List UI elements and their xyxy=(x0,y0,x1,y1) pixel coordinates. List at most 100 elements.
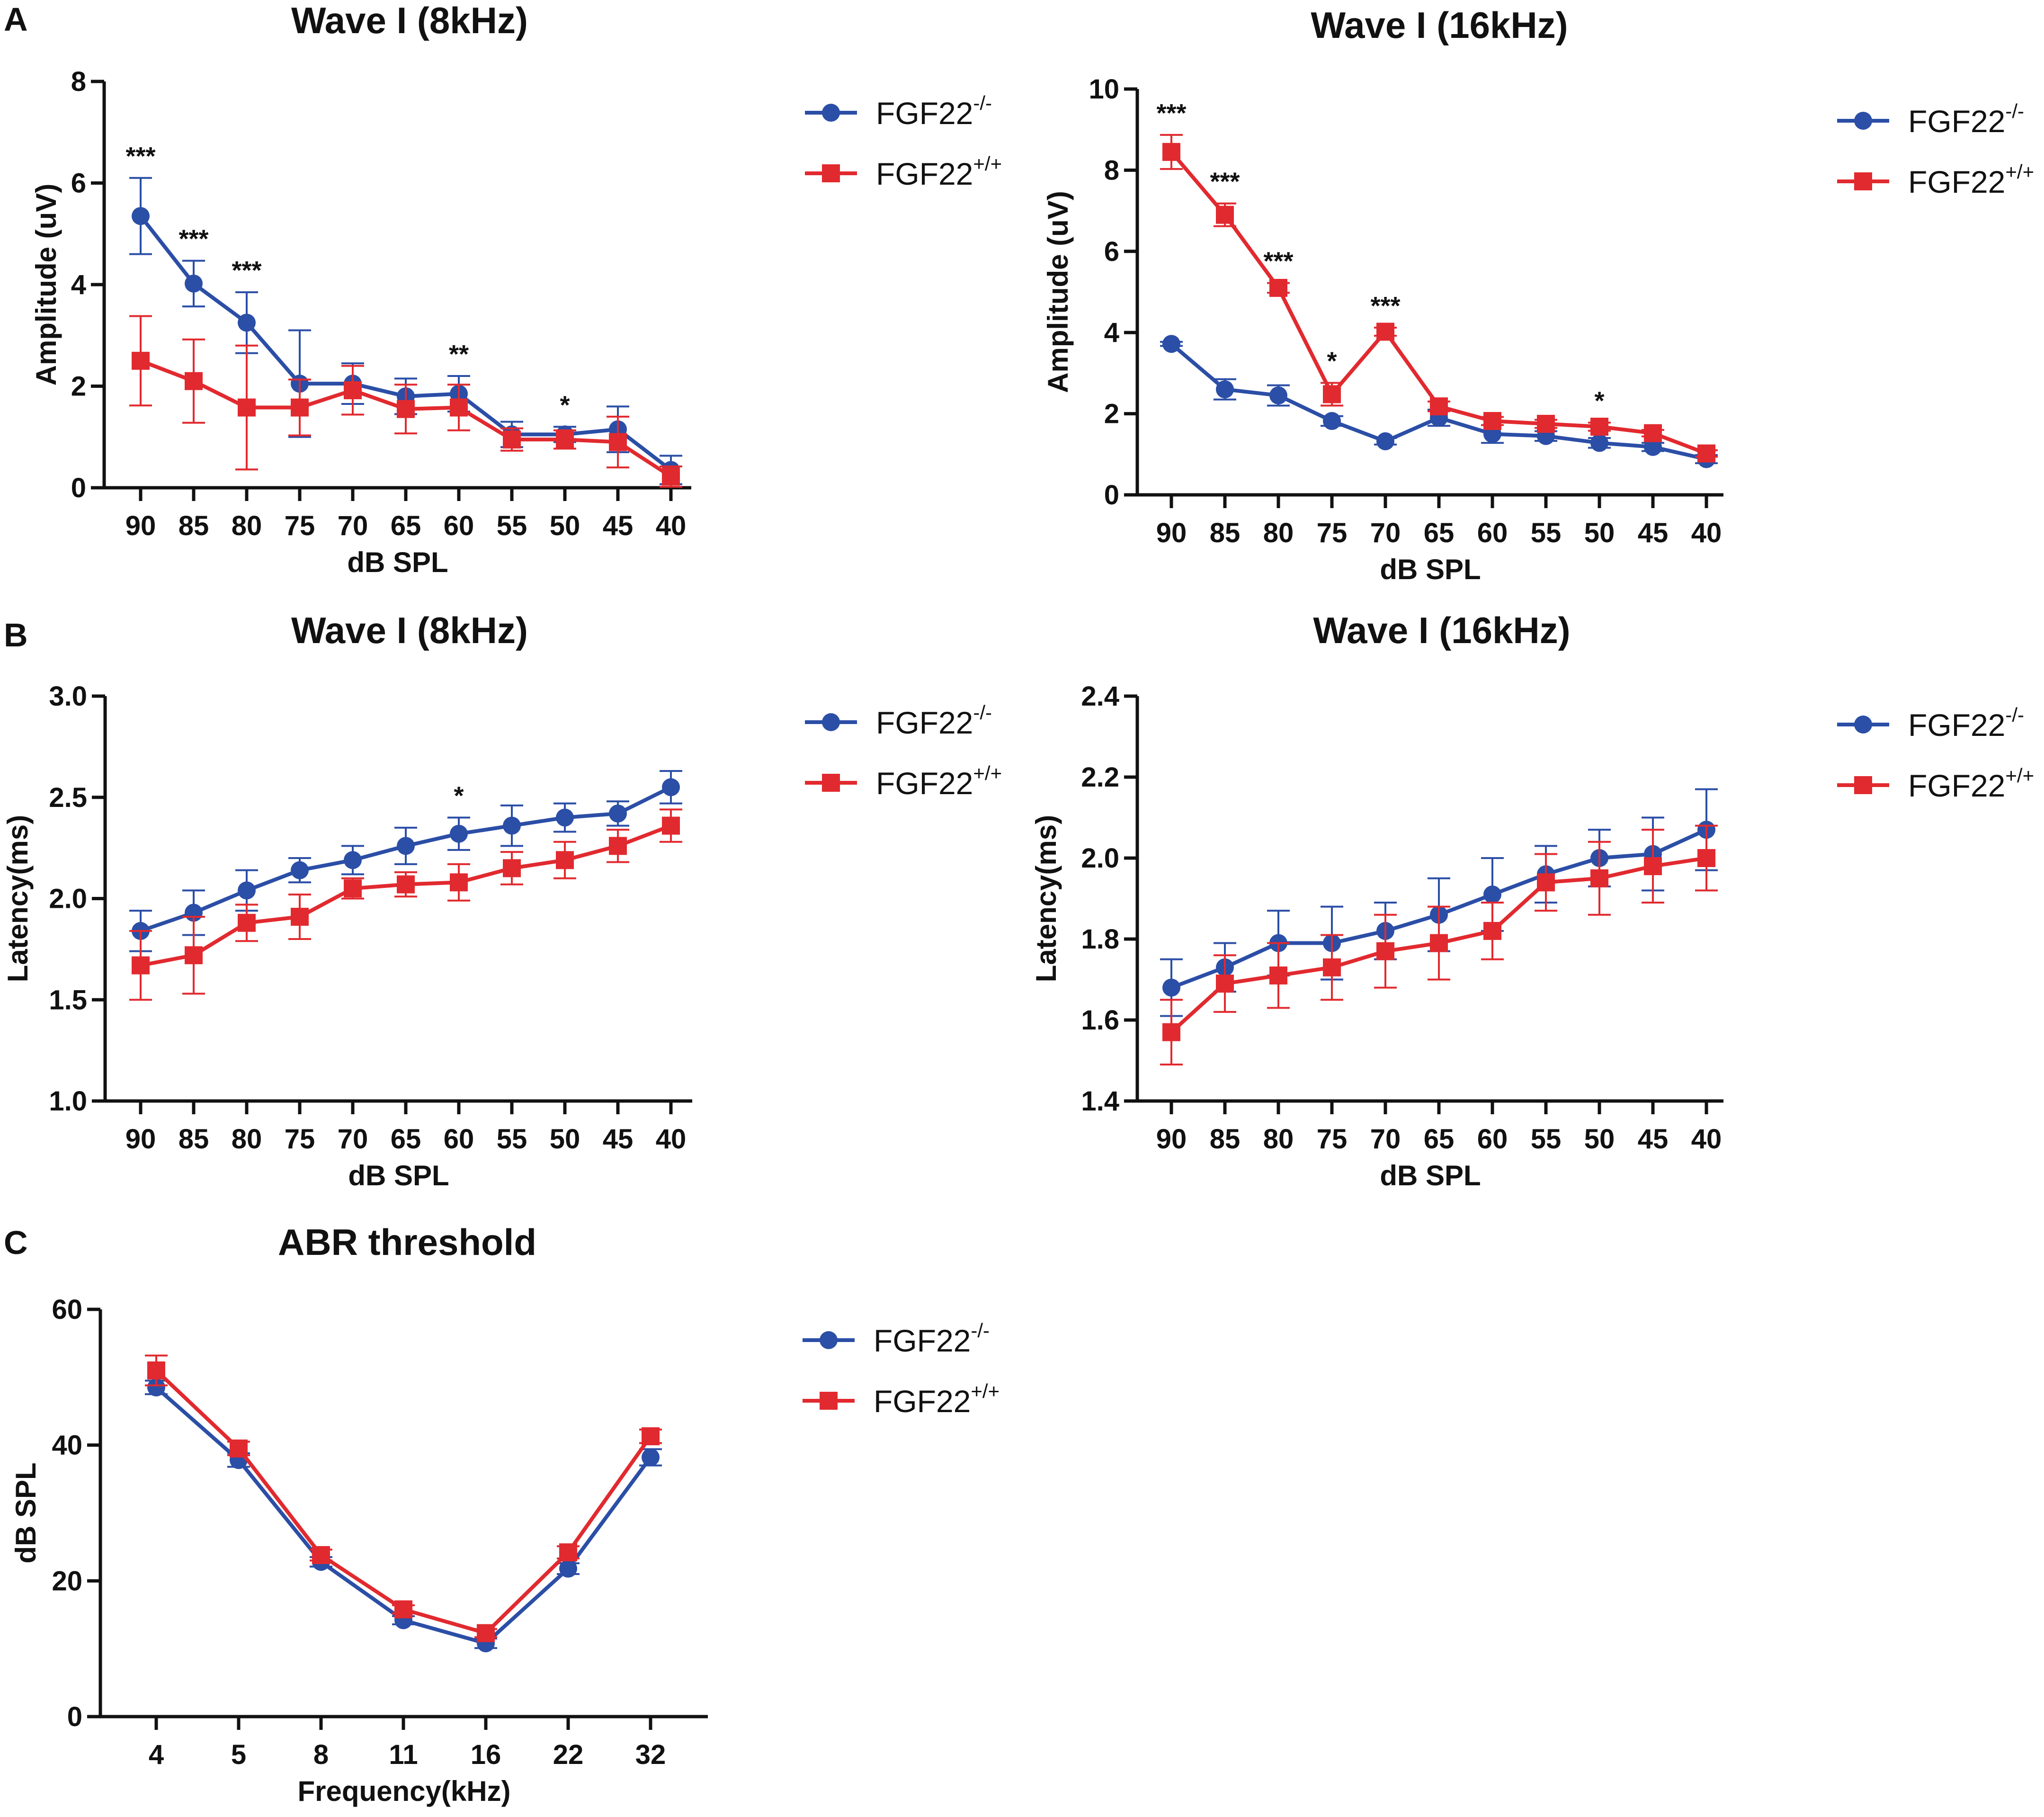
legend-marker xyxy=(820,1331,838,1349)
significance-marker: * xyxy=(1327,347,1337,375)
x-tick-label: 65 xyxy=(391,1124,421,1155)
series-fgf22-wildtype xyxy=(1160,824,1718,1066)
x-tick-label: 60 xyxy=(1477,518,1508,548)
data-point xyxy=(1269,386,1287,405)
data-point xyxy=(1323,958,1341,976)
series-line xyxy=(155,1369,652,1635)
data-point xyxy=(238,913,256,932)
legend-marker xyxy=(1854,716,1872,734)
data-point xyxy=(1537,415,1555,433)
x-tick-label: 75 xyxy=(285,510,315,541)
x-tick-label: 55 xyxy=(497,510,527,541)
y-axis-title: Amplitude (uV) xyxy=(30,184,62,386)
data-point xyxy=(662,816,680,835)
legend-item-wildtype: FGF22+/+ xyxy=(805,152,1002,191)
x-axis-title: dB SPL xyxy=(347,546,448,578)
chart-title: Wave I (16kHz) xyxy=(1311,4,1568,46)
x-tick-label: 5 xyxy=(231,1739,246,1770)
data-point xyxy=(642,1448,660,1467)
series-fgf22-wildtype xyxy=(1160,134,1718,463)
data-point xyxy=(397,875,415,894)
legend-marker xyxy=(1854,112,1872,130)
legend-label: FGF22+/+ xyxy=(874,1380,1000,1419)
x-tick-label: 50 xyxy=(1584,1124,1615,1155)
data-point xyxy=(185,274,203,293)
legend-marker xyxy=(820,1392,838,1410)
y-axis-title: Amplitude (uV) xyxy=(1042,191,1074,393)
legend-superscript: -/- xyxy=(2005,704,2024,726)
x-axis-title: dB SPL xyxy=(348,1160,449,1191)
legend-marker xyxy=(822,104,840,122)
x-tick-label: 60 xyxy=(444,510,474,541)
x-tick-label: 32 xyxy=(635,1739,666,1770)
data-point xyxy=(1697,444,1715,463)
x-tick-label: 45 xyxy=(1638,1124,1669,1155)
x-tick-label: 85 xyxy=(1210,518,1241,548)
chart-amplitude-16khz: Wave I (16kHz) 0 2 4 6 8 10 90 85 80 75 70 65 60 55 50 4… xyxy=(1042,4,2034,585)
legend-marker xyxy=(822,774,840,792)
x-tick-label: 85 xyxy=(179,1124,209,1155)
significance-marker: *** xyxy=(232,256,261,285)
data-point xyxy=(609,433,627,451)
legend-label: FGF22+/+ xyxy=(876,762,1002,801)
data-point xyxy=(1537,873,1555,892)
data-point xyxy=(1483,412,1501,430)
data-point xyxy=(1644,438,1662,456)
legend-marker xyxy=(822,713,840,731)
data-point xyxy=(185,372,203,390)
data-point xyxy=(1162,143,1180,161)
significance-marker: *** xyxy=(179,225,208,253)
y-tick-label: 8 xyxy=(71,66,86,97)
x-tick-label: 65 xyxy=(1424,518,1455,548)
x-tick-label: 40 xyxy=(656,1124,687,1155)
data-point xyxy=(1323,385,1341,403)
data-point xyxy=(291,861,309,879)
y-tick-label: 8 xyxy=(1104,155,1119,186)
significance-marker: ** xyxy=(449,340,469,368)
data-point xyxy=(132,207,150,225)
y-axis-title: dB SPL xyxy=(10,1462,42,1563)
legend-item-wildtype: FGF22+/+ xyxy=(1837,161,2034,199)
y-tick-label: 1.8 xyxy=(1081,924,1119,955)
y-tick-label: 2.0 xyxy=(49,884,87,914)
y-tick-label: 20 xyxy=(52,1566,82,1596)
x-tick-label: 40 xyxy=(1691,518,1722,548)
y-tick-label: 6 xyxy=(1104,236,1119,267)
x-tick-label: 75 xyxy=(1317,518,1348,548)
data-point xyxy=(1644,857,1662,876)
x-tick-label: 80 xyxy=(1263,1124,1294,1155)
data-point xyxy=(450,873,468,892)
legend-item-wildtype: FGF22+/+ xyxy=(805,762,1002,801)
chart-abr-threshold: ABR threshold 0 20 40 60 4 5 8 11 16 22 32 Frequency… xyxy=(10,1221,1000,1807)
y-tick-label: 2.4 xyxy=(1081,681,1119,712)
y-tick-label: 60 xyxy=(52,1294,82,1325)
data-point xyxy=(147,1378,165,1396)
y-tick-label: 4 xyxy=(1104,317,1119,348)
significance-marker: * xyxy=(1594,386,1604,415)
x-tick-label: 50 xyxy=(1584,518,1615,548)
legend-superscript: +/+ xyxy=(2005,764,2034,787)
data-point xyxy=(147,1361,165,1379)
data-point xyxy=(450,398,468,417)
x-tick-label: 55 xyxy=(497,1124,527,1155)
x-tick-label: 40 xyxy=(1691,1124,1722,1155)
legend-superscript: -/- xyxy=(971,1319,990,1342)
x-tick-label: 70 xyxy=(338,510,368,541)
data-point xyxy=(556,430,574,449)
data-point xyxy=(609,804,627,823)
legend-label: FGF22-/- xyxy=(876,701,992,740)
data-point xyxy=(556,808,574,827)
x-tick-label: 85 xyxy=(1210,1124,1241,1155)
legend-label: FGF22+/+ xyxy=(876,152,1002,191)
data-point xyxy=(291,907,309,926)
data-point xyxy=(1376,432,1394,450)
data-point xyxy=(238,313,256,332)
x-tick-label: 70 xyxy=(1370,518,1401,548)
significance-marker: * xyxy=(560,391,570,419)
x-tick-label: 70 xyxy=(338,1124,368,1155)
x-tick-label: 90 xyxy=(125,510,156,541)
legend-item-wildtype: FGF22+/+ xyxy=(803,1380,1000,1419)
data-point xyxy=(185,946,203,965)
data-point xyxy=(1162,978,1180,997)
